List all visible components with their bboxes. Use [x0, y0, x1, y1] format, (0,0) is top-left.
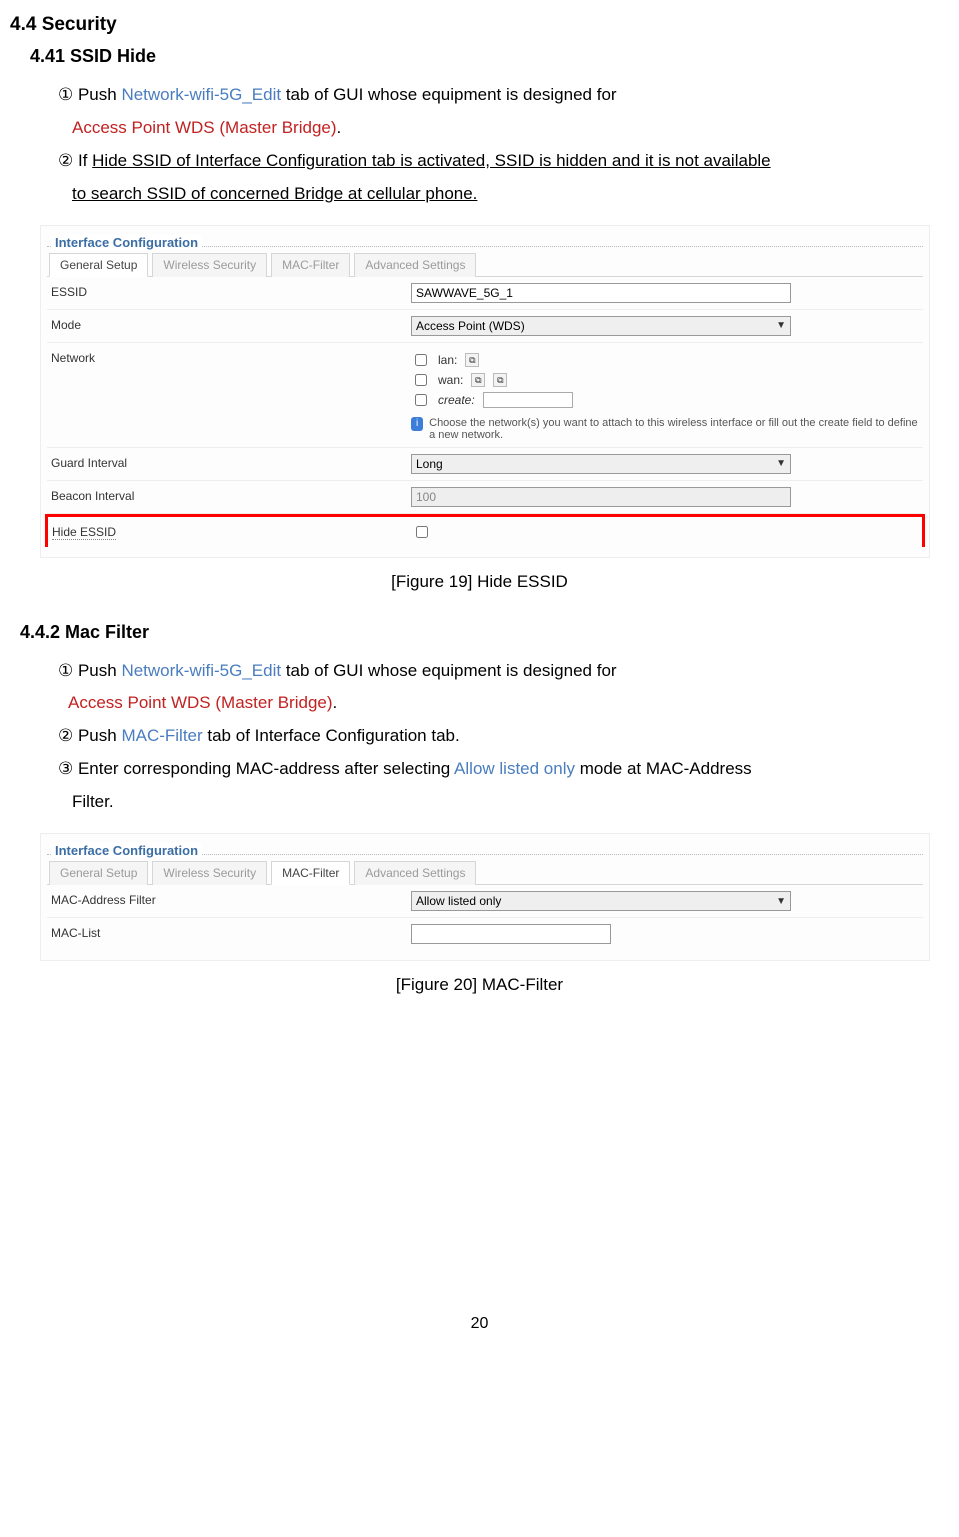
ssid-step1-line2: Access Point WDS (Master Bridge). [72, 114, 949, 143]
mac-step3-line: ③ Enter corresponding MAC-address after … [58, 755, 949, 784]
tabbar: General Setup Wireless Security MAC-Filt… [49, 861, 923, 885]
chevron-down-icon: ▼ [776, 896, 786, 907]
row-network: Network lan: ⧉ wan: ⧉ ⧉ create: i Choose… [47, 343, 923, 448]
row-mac-address-filter: MAC-Address Filter Allow listed only ▼ [47, 885, 923, 918]
text: tab of GUI whose equipment is designed f… [281, 661, 616, 680]
mac-step1-line2: Access Point WDS (Master Bridge). [68, 689, 949, 718]
link-network-wifi-edit: Network-wifi-5G_Edit [121, 661, 281, 680]
label-mac-list: MAC-List [51, 924, 411, 940]
ssid-step2-line2: to search SSID of concerned Bridge at ce… [72, 180, 949, 209]
text: ① Push [58, 661, 121, 680]
info-icon: i [411, 417, 423, 431]
tab-general-setup[interactable]: General Setup [49, 861, 148, 885]
text: ① Push [58, 85, 121, 104]
row-mode: Mode Access Point (WDS) ▼ [47, 310, 923, 343]
tab-wireless-security[interactable]: Wireless Security [152, 253, 267, 277]
mac-step3-line2: Filter. [72, 788, 949, 817]
label-hide-essid-text: Hide ESSID [52, 525, 116, 540]
tabbar: General Setup Wireless Security MAC-Filt… [49, 253, 923, 277]
label-essid: ESSID [51, 283, 411, 299]
text: . [337, 118, 342, 137]
checkbox-lan[interactable] [415, 354, 427, 366]
select-mode-value: Access Point (WDS) [416, 319, 525, 333]
select-mode[interactable]: Access Point (WDS) ▼ [411, 316, 791, 336]
text: ② Push [58, 726, 121, 745]
figure-20-caption: [Figure 20] MAC-Filter [10, 975, 949, 995]
network-icon: ⧉ [465, 353, 479, 367]
hint-row: i Choose the network(s) you want to atta… [411, 417, 919, 441]
tab-mac-filter[interactable]: MAC-Filter [271, 253, 350, 277]
text-allow-listed-only: Allow listed only [454, 759, 575, 778]
page-number: 20 [10, 1315, 949, 1333]
interface-config-panel-1: Interface Configuration General Setup Wi… [40, 225, 930, 558]
label-network: Network [51, 349, 411, 365]
input-beacon-interval[interactable] [411, 487, 791, 507]
tab-general-setup[interactable]: General Setup [49, 253, 148, 277]
label-guard-interval: Guard Interval [51, 454, 411, 470]
heading-security: 4.4 Security [10, 14, 949, 36]
row-hide-essid: Hide ESSID [45, 514, 925, 547]
heading-ssid-hide: 4.41 SSID Hide [30, 46, 949, 67]
input-essid[interactable] [411, 283, 791, 303]
link-mac-filter: MAC-Filter [121, 726, 202, 745]
fieldset-legend: Interface Configuration [51, 843, 202, 858]
text: ③ Enter corresponding MAC-address after … [58, 759, 454, 778]
fieldset-legend: Interface Configuration [51, 235, 202, 250]
input-mac-list[interactable] [411, 924, 611, 944]
ssid-step1-line: ① Push Network-wifi-5G_Edit tab of GUI w… [58, 81, 949, 110]
label-beacon-interval: Beacon Interval [51, 487, 411, 503]
text: ② If [58, 151, 92, 170]
text-underlined: to search SSID of concerned Bridge at ce… [72, 184, 477, 203]
row-beacon-interval: Beacon Interval [47, 481, 923, 514]
link-network-wifi-edit: Network-wifi-5G_Edit [121, 85, 281, 104]
network-icon: ⧉ [471, 373, 485, 387]
input-create-network[interactable] [483, 392, 573, 408]
ssid-step2-line1: ② If Hide SSID of Interface Configuratio… [58, 147, 949, 176]
select-mac-filter-value: Allow listed only [416, 894, 501, 908]
row-essid: ESSID [47, 277, 923, 310]
text-access-point-wds: Access Point WDS (Master Bridge) [72, 118, 337, 137]
mac-step2-line: ② Push MAC-Filter tab of Interface Confi… [58, 722, 949, 751]
label-wan: wan: [438, 373, 463, 387]
tab-wireless-security[interactable]: Wireless Security [152, 861, 267, 885]
checkbox-create[interactable] [415, 394, 427, 406]
chevron-down-icon: ▼ [776, 320, 786, 331]
row-mac-list: MAC-List [47, 918, 923, 950]
interface-config-panel-2: Interface Configuration General Setup Wi… [40, 833, 930, 961]
select-mac-address-filter[interactable]: Allow listed only ▼ [411, 891, 791, 911]
text: tab of Interface Configuration tab. [203, 726, 460, 745]
text: . [333, 693, 338, 712]
tab-mac-filter[interactable]: MAC-Filter [271, 861, 350, 885]
select-guard-value: Long [416, 457, 443, 471]
figure-19-caption: [Figure 19] Hide ESSID [10, 572, 949, 592]
checkbox-wan[interactable] [415, 374, 427, 386]
tab-advanced-settings[interactable]: Advanced Settings [354, 253, 476, 277]
network-icon: ⧉ [493, 373, 507, 387]
checkbox-hide-essid[interactable] [416, 526, 428, 538]
row-guard-interval: Guard Interval Long ▼ [47, 448, 923, 481]
select-guard-interval[interactable]: Long ▼ [411, 454, 791, 474]
tab-advanced-settings[interactable]: Advanced Settings [354, 861, 476, 885]
chevron-down-icon: ▼ [776, 458, 786, 469]
text-underlined: Hide SSID of Interface Configuration tab… [92, 151, 771, 170]
label-hide-essid: Hide ESSID [52, 523, 412, 539]
mac-step1-line: ① Push Network-wifi-5G_Edit tab of GUI w… [58, 657, 949, 686]
text-access-point-wds: Access Point WDS (Master Bridge) [68, 693, 333, 712]
label-mac-address-filter: MAC-Address Filter [51, 891, 411, 907]
text: tab of GUI whose equipment is designed f… [281, 85, 616, 104]
heading-mac-filter: 4.4.2 Mac Filter [20, 622, 949, 643]
text: mode at MAC-Address [575, 759, 752, 778]
hint-text: Choose the network(s) you want to attach… [429, 417, 919, 441]
label-lan: lan: [438, 353, 457, 367]
label-create: create: [438, 393, 475, 407]
label-mode: Mode [51, 316, 411, 332]
